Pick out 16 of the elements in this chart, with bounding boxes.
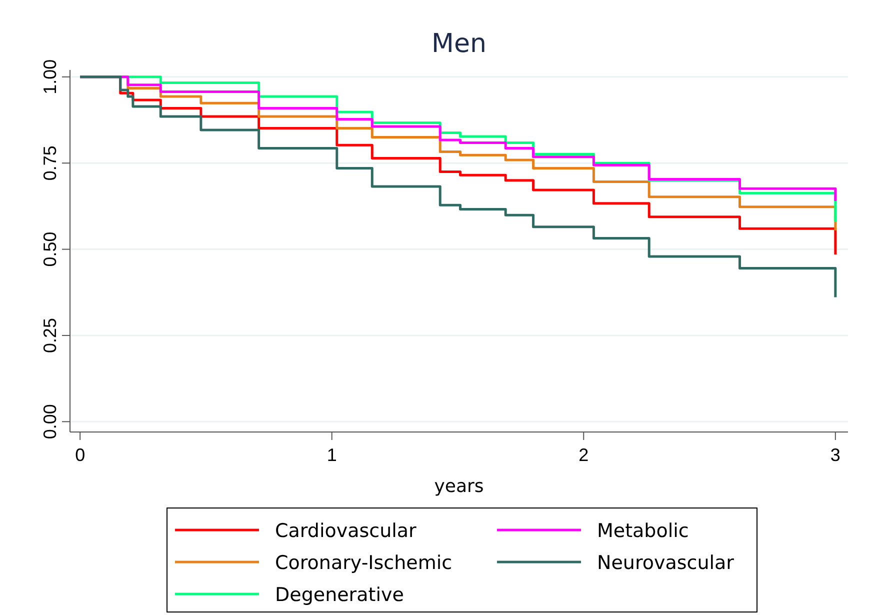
y-tick-label: 0.00 [40,404,60,440]
legend-label: Metabolic [597,520,689,542]
x-tick-label: 1 [326,445,337,465]
legend-label: Neurovascular [597,552,734,574]
x-tick-label: 2 [578,445,589,465]
legend-label: Degenerative [275,584,404,606]
x-tick-label: 0 [75,445,86,465]
legend-label: Coronary-Ischemic [275,552,452,574]
x-axis-title: years [434,476,484,497]
legend-label: Cardiovascular [275,520,417,542]
y-tick-label: 0.50 [40,232,60,267]
y-tick-label: 1.00 [40,59,60,94]
y-tick-label: 0.75 [40,146,60,181]
y-tick-label: 0.25 [40,318,60,353]
x-tick-label: 3 [830,445,840,465]
chart-title: Men [432,29,486,59]
